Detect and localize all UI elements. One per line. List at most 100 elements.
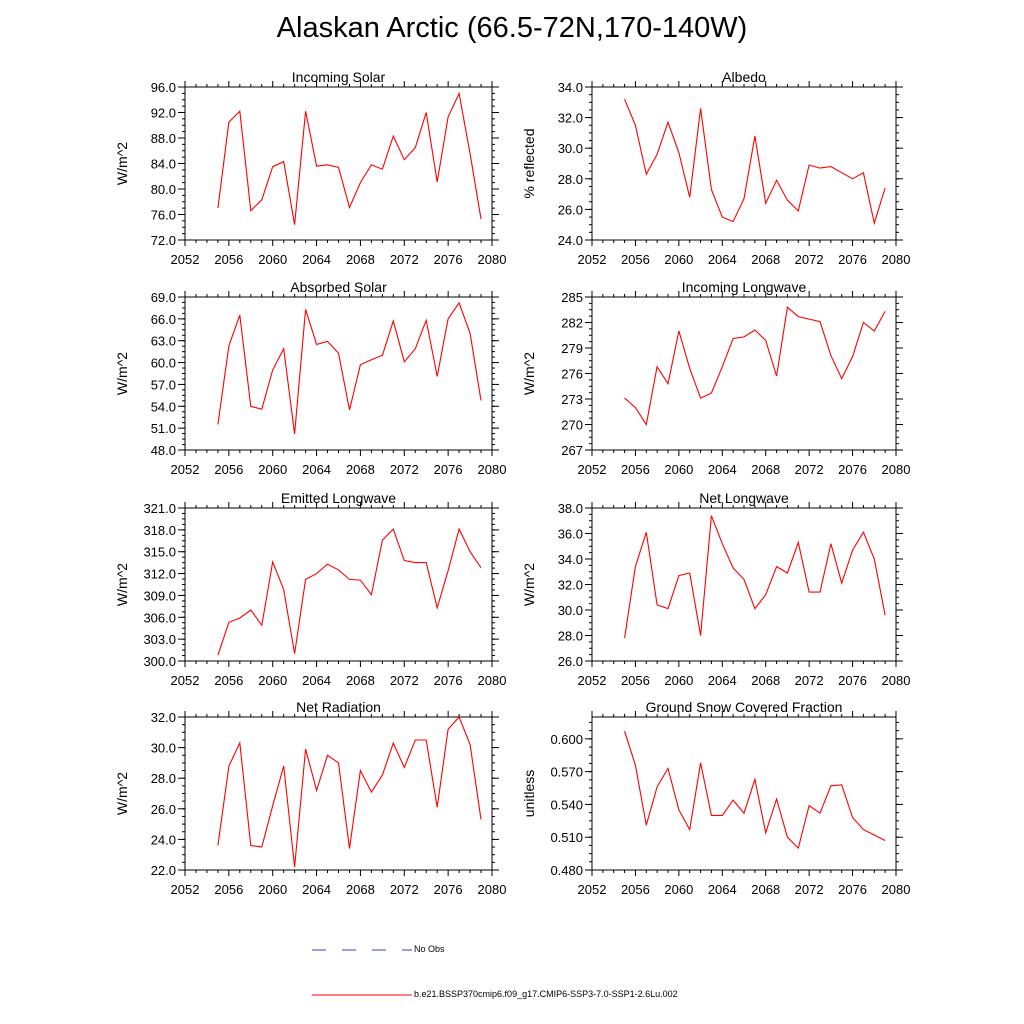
y-tick-label: 72.0 (151, 233, 176, 248)
series-line-1 (624, 98, 886, 226)
x-tick-label: 2068 (346, 252, 375, 267)
x-tick-label: 2052 (171, 462, 200, 477)
chart-title: Net Radiation (296, 699, 381, 715)
page-title: Alaskan Arctic (66.5-72N,170-140W) (276, 12, 748, 44)
series-line-1 (624, 515, 886, 639)
x-tick-label: 2060 (664, 673, 693, 688)
x-tick-label: 2056 (214, 462, 243, 477)
x-tick-label: 2080 (882, 252, 911, 267)
plot-frame (184, 507, 493, 662)
y-tick-label: 28.0 (151, 771, 176, 786)
series-line-1 (624, 731, 886, 850)
y-tick-label: 60.0 (151, 356, 176, 371)
y-tick-label: 30.0 (558, 603, 583, 618)
y-tick-label: 96.0 (151, 80, 176, 95)
x-tick-label: 2064 (302, 882, 331, 897)
y-tick-label: 267 (561, 443, 583, 458)
chart-panel-5: Emitted Longwave W/m^2 2052 2056 2060 2064 206… (114, 490, 506, 688)
series-line-1 (217, 91, 482, 225)
y-tick-label: 32.0 (151, 710, 176, 725)
y-tick-label: 54.0 (151, 399, 176, 414)
x-tick-label: 2076 (838, 252, 867, 267)
y-tick-label: 69.0 (151, 290, 176, 305)
chart-title: Net Longwave (699, 490, 789, 506)
y-axis-label: W/m^2 (521, 352, 537, 395)
x-tick-label: 2080 (882, 462, 911, 477)
y-tick-label: 84.0 (151, 157, 176, 172)
x-tick-label: 2064 (708, 462, 737, 477)
x-tick-label: 2060 (258, 882, 287, 897)
y-tick-label: 66.0 (151, 312, 176, 327)
chart-panel-6: Net Longwave W/m^2 2052 2056 2060 2064 2068 207… (521, 490, 910, 688)
y-tick-label: 38.0 (558, 501, 583, 516)
x-tick-label: 2080 (478, 673, 507, 688)
y-tick-label: 76.0 (151, 208, 176, 223)
x-tick-label: 2068 (751, 673, 780, 688)
y-tick-label: 30.0 (558, 141, 583, 156)
y-tick-label: 24.0 (558, 233, 583, 248)
x-tick-label: 2068 (346, 882, 375, 897)
y-tick-label: 32.0 (558, 578, 583, 593)
plot-frame (591, 86, 897, 241)
x-tick-label: 2076 (838, 882, 867, 897)
series-line-1 (217, 301, 482, 435)
y-tick-label: 36.0 (558, 527, 583, 542)
y-tick-label: 80.0 (151, 182, 176, 197)
y-tick-label: 30.0 (151, 741, 176, 756)
x-tick-label: 2052 (171, 252, 200, 267)
x-tick-label: 2068 (751, 882, 780, 897)
y-tick-label: 0.510 (550, 830, 583, 845)
x-tick-label: 2072 (795, 673, 824, 688)
y-tick-label: 312.0 (143, 567, 176, 582)
y-tick-label: 300.0 (143, 654, 176, 669)
y-tick-label: 26.0 (558, 654, 583, 669)
y-tick-label: 285 (561, 290, 583, 305)
y-tick-label: 34.0 (558, 80, 583, 95)
x-tick-label: 2072 (390, 673, 419, 688)
y-tick-label: 309.0 (143, 588, 176, 603)
y-tick-label: 303.0 (143, 632, 176, 647)
y-axis-label: unitless (521, 770, 537, 817)
x-tick-label: 2060 (258, 252, 287, 267)
y-tick-label: 32.0 (558, 111, 583, 126)
y-tick-label: 24.0 (151, 832, 176, 847)
y-tick-label: 88.0 (151, 131, 176, 146)
y-tick-label: 28.0 (558, 629, 583, 644)
plot-frame (591, 296, 897, 451)
plot-frame (591, 507, 897, 662)
y-tick-label: 282 (561, 316, 583, 331)
x-tick-label: 2072 (390, 462, 419, 477)
y-tick-label: 63.0 (151, 334, 176, 349)
x-tick-label: 2072 (390, 882, 419, 897)
x-tick-label: 2076 (434, 462, 463, 477)
x-tick-label: 2056 (214, 252, 243, 267)
x-tick-label: 2060 (664, 882, 693, 897)
chart-title: Ground Snow Covered Fraction (646, 699, 843, 715)
y-tick-label: 34.0 (558, 552, 583, 567)
x-tick-label: 2072 (390, 252, 419, 267)
y-axis-label: W/m^2 (114, 563, 130, 606)
plot-frame (184, 716, 493, 871)
y-tick-label: 26.0 (558, 202, 583, 217)
y-axis-label: W/m^2 (114, 772, 130, 815)
x-tick-label: 2064 (708, 882, 737, 897)
x-tick-label: 2056 (621, 673, 650, 688)
x-tick-label: 2060 (258, 462, 287, 477)
x-tick-label: 2080 (478, 882, 507, 897)
x-tick-label: 2064 (302, 462, 331, 477)
y-tick-label: 0.570 (550, 765, 583, 780)
plot-frame (184, 86, 493, 241)
x-tick-label: 2072 (795, 882, 824, 897)
y-tick-label: 0.480 (550, 863, 583, 878)
x-tick-label: 2052 (171, 882, 200, 897)
y-tick-label: 321.0 (143, 501, 176, 516)
x-tick-label: 2052 (578, 882, 607, 897)
x-tick-label: 2064 (708, 673, 737, 688)
x-tick-label: 2064 (708, 252, 737, 267)
x-tick-label: 2076 (434, 882, 463, 897)
y-tick-label: 57.0 (151, 377, 176, 392)
y-tick-label: 279 (561, 341, 583, 356)
x-tick-label: 2052 (578, 673, 607, 688)
x-tick-label: 2052 (578, 462, 607, 477)
x-tick-label: 2060 (664, 252, 693, 267)
